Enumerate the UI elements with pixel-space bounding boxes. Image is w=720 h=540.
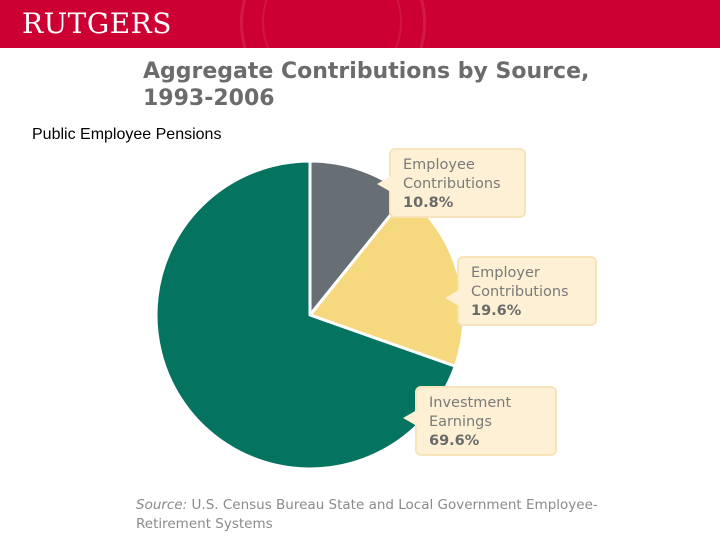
slice-value-employer: 19.6% — [471, 303, 522, 319]
header-banner: RUTGERS — [0, 0, 720, 48]
chart-title: Aggregate Contributions by Source, 1993-… — [143, 59, 590, 111]
slice-label-employee: Employee Contributions — [403, 157, 501, 192]
slide-subtitle: Public Employee Pensions — [32, 126, 222, 143]
rutgers-logo: RUTGERS — [22, 7, 172, 40]
pie-slice-investment — [154, 159, 457, 471]
slice-label-employer: Employer Contributions — [471, 265, 569, 300]
slice-value-employee: 10.8% — [403, 195, 454, 211]
slice-value-investment: 69.6% — [429, 433, 480, 449]
callout-employer-contributions: Employer Contributions 19.6% — [445, 256, 597, 326]
seal-watermark-inner — [262, 0, 402, 48]
seal-watermark — [240, 0, 426, 48]
callout-investment-earnings: Investment Earnings 69.6% — [403, 386, 557, 456]
source-text: U.S. Census Bureau State and Local Gover… — [136, 497, 598, 532]
source-prefix: Source: — [136, 497, 188, 513]
callout-employee-contributions: Employee Contributions 10.8% — [377, 148, 526, 218]
chart-source: Source: U.S. Census Bureau State and Loc… — [136, 496, 656, 534]
slice-label-investment: Investment Earnings — [429, 395, 512, 430]
